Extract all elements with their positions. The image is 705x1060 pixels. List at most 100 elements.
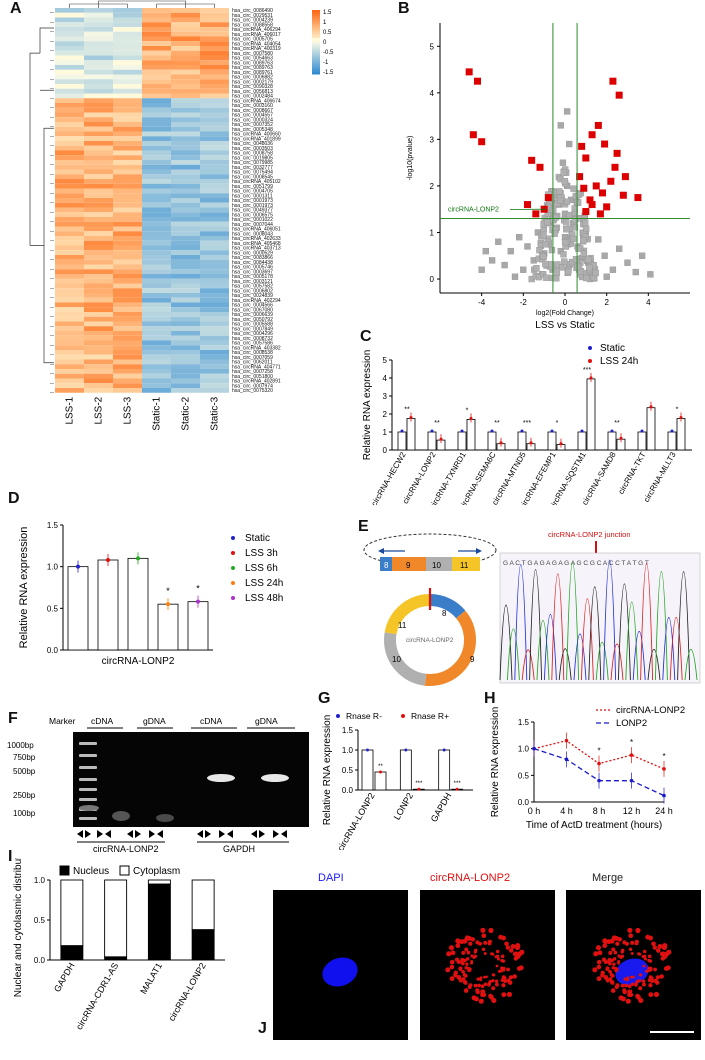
fluorescent-dot [491,979,495,983]
heatmap-row-label: hsa_circ_0048036 [232,141,273,147]
marker-label: Marker [49,716,76,726]
stacked-segment [147,883,171,961]
fluorescent-dot [622,988,627,993]
heatmap-cell [113,122,142,127]
significance-mark: *** [583,367,591,374]
ladder-250: 250bp [13,791,36,800]
data-point [662,793,666,798]
stacked-segment [60,945,84,961]
primer-right-arrow [476,548,482,554]
fluorescent-dot [603,975,608,980]
heatmap-row-label: hsa_circ_0006639 [232,312,273,318]
data-point [460,429,464,433]
heatmap-row-label: hsa_circ_0005705 [232,37,273,43]
fluorescent-dot [495,982,499,987]
fluorescent-dot [501,935,506,941]
gray-point [533,265,540,272]
gray-point [540,253,547,260]
heatmap-cell [171,217,200,222]
heatmap-cell [84,136,113,141]
chromatogram-peak [625,601,639,681]
heatmap-cell [200,31,229,37]
heatmap-cell [55,69,84,75]
heatmap-cell [55,335,84,341]
data-point [640,429,644,433]
fluorescent-dot [512,951,518,957]
heatmap-row-label: hsa_circ_0084438 [232,260,273,266]
red-point [586,196,594,204]
heatmap-cell [113,259,142,265]
heatmap-row-label: hsa_circ_0005746 [232,265,273,271]
colorbar-tick: 0.5 [323,30,332,36]
heatmap-cell [55,74,84,80]
chromatogram-peak [677,571,691,681]
heatmap-cell [142,335,171,341]
heatmap-cell [200,202,229,208]
heatmap-cell [113,136,142,141]
fluorescent-dot [501,959,506,963]
chromatogram-peak [610,643,624,681]
legend-marker [231,566,235,570]
y-tick-label: 0.5 [342,766,354,775]
panel-label-j: J [258,1020,267,1037]
heatmap-cell [200,193,229,198]
gray-point [557,197,564,204]
gray-point [601,252,608,259]
heatmap-cell [55,141,84,146]
gene-circ-lonp2: circRNA-LONP2 [93,844,159,852]
fluorescent-dot [445,967,451,973]
heatmap-cell [113,202,142,208]
fluorescent-dot [614,936,619,941]
heatmap-cell [113,12,142,18]
fluorescent-dot [481,933,487,939]
significance-mark: ** [434,420,440,427]
heatmap-cell [113,69,142,75]
heatmap-cell [142,307,171,312]
legend-label: LONP2 [616,718,647,729]
fluorescent-dot [620,983,625,988]
heatmap-cell [200,269,229,274]
heatmap-cell [113,312,142,317]
heatmap-cell [142,269,171,274]
fluorescent-dot [465,962,469,966]
fluorescent-dot [643,954,647,958]
fluorescent-dot [608,961,612,966]
heatmap-cell [113,240,142,246]
gray-point [552,214,560,221]
heatmap-cell [113,388,142,393]
heatmap-cell [55,122,84,127]
heatmap-cell [171,93,200,99]
x-tick-label: 12 h [623,806,641,816]
heatmap-row-label: hsa_circ_0005178 [232,274,273,280]
heatmap-row-label: hsa_circ_0075494 [232,170,273,176]
panel-label-c: C [360,328,372,345]
heatmap-cell [84,31,113,37]
heatmap-cell [200,307,229,312]
colorbar-tick: 0 [323,40,327,46]
heatmap-cell [84,74,113,80]
significance-mark: * [466,407,469,414]
heatmap-row-label: hsa_circRNA_403382 [232,345,281,351]
heatmap-cell [142,321,171,327]
heatmap-row-label: hsa_circ_0090328 [232,84,273,90]
category-label: LONP2 [392,791,415,822]
heatmap-cell [84,240,113,246]
chart-title: LSS vs Static [535,320,594,331]
heatmap-cell [84,131,113,137]
gray-point [571,205,578,212]
heatmap-cell [200,188,229,194]
heatmap-cell [171,88,200,94]
heatmap-cell [200,207,229,213]
colorbar-tick: 1 [323,20,327,26]
heatmap-cell [55,269,84,274]
y-tick-label: 2 [430,182,435,191]
heatmap-cell [171,264,200,270]
heatmap-cell [142,364,171,369]
heatmap-cell [142,245,171,251]
heatmap-cell [84,36,113,42]
fluorescent-dot [501,975,506,979]
gray-point [553,269,561,276]
heatmap-cell [171,141,200,146]
fluorescent-dot [632,975,635,979]
heatmap-cell [55,160,84,165]
